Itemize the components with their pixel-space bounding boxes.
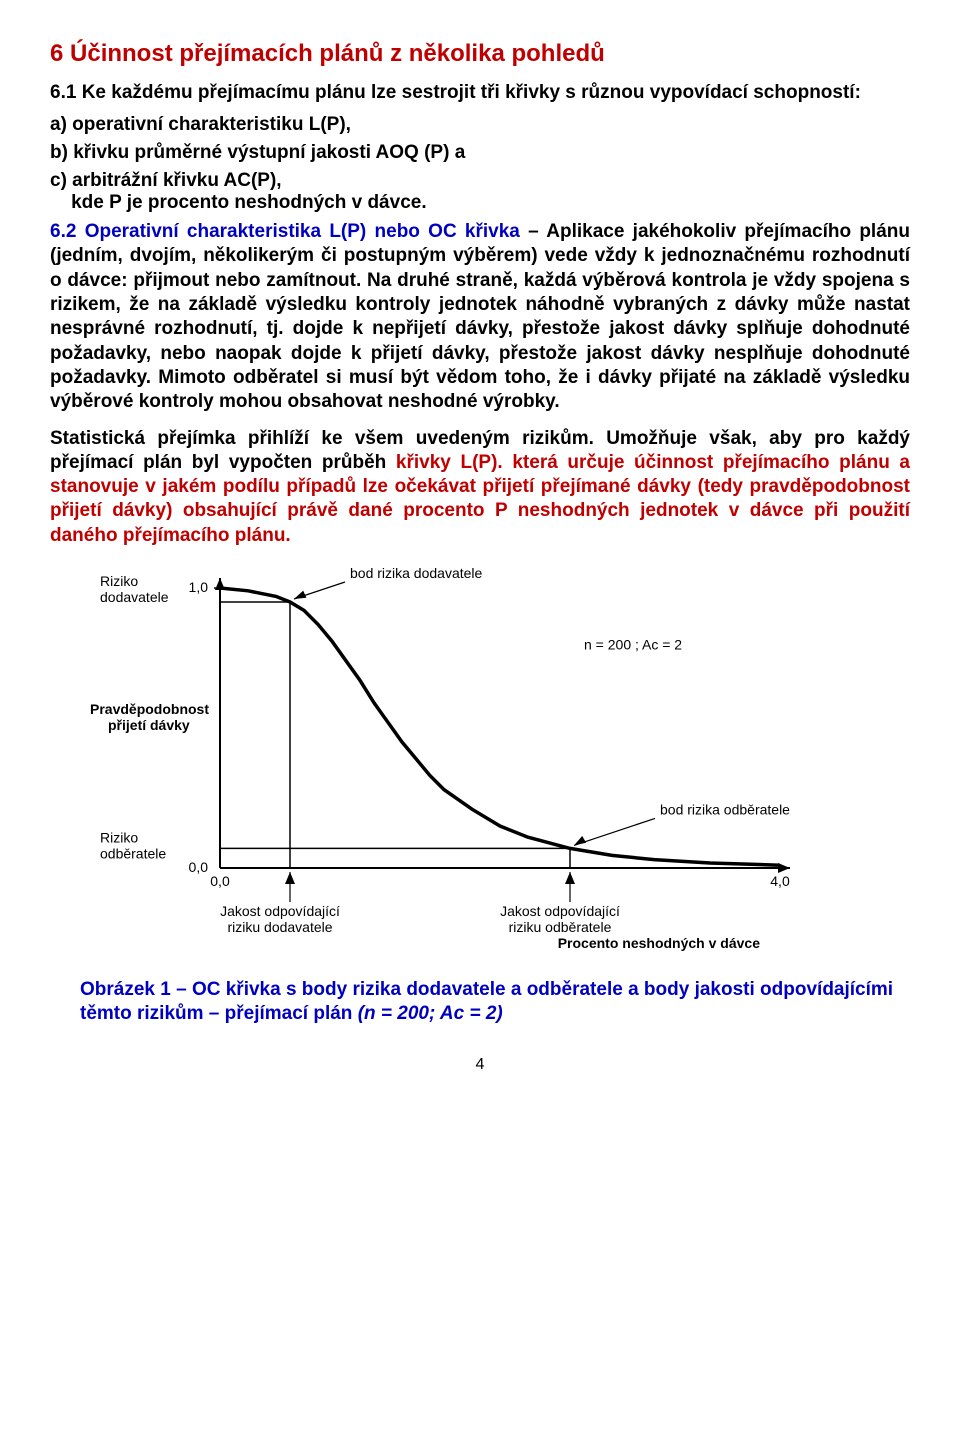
caption-italic: (n = 200; Ac = 2) xyxy=(358,1003,503,1024)
figure-caption: Obrázek 1 – OC křivka s body rizika doda… xyxy=(50,978,910,1026)
svg-text:Jakost odpovídající: Jakost odpovídající xyxy=(220,903,340,919)
svg-text:Riziko: Riziko xyxy=(100,573,138,589)
svg-text:riziku odběratele: riziku odběratele xyxy=(509,919,612,935)
svg-text:Riziko: Riziko xyxy=(100,829,138,845)
svg-text:přijetí dávky: přijetí dávky xyxy=(108,717,190,733)
para62-rest: – Aplikace jakéhokoliv přejímacího plánu… xyxy=(50,221,910,412)
svg-text:0,0: 0,0 xyxy=(189,859,209,875)
list-item-c-line2: kde P je procento neshodných v dávce. xyxy=(50,192,427,213)
svg-text:1,0: 1,0 xyxy=(189,579,209,595)
list-item-c-line1: c) arbitrážní křivku AC(P), xyxy=(50,170,282,191)
list-item-b: b) křivku průměrné výstupní jakosti AOQ … xyxy=(50,142,910,164)
svg-text:Jakost odpovídající: Jakost odpovídající xyxy=(500,903,620,919)
svg-text:Pravděpodobnost: Pravděpodobnost xyxy=(90,701,209,717)
para63-red1: křivky L(P). xyxy=(396,452,503,473)
svg-text:0,0: 0,0 xyxy=(210,873,230,889)
svg-text:riziku dodavatele: riziku dodavatele xyxy=(227,919,332,935)
page-number: 4 xyxy=(50,1056,910,1074)
paragraph-6-2: 6.2 Operativní charakteristika L(P) nebo… xyxy=(50,220,910,415)
paragraph-6-3: Statistická přejímka přihlíží ke všem uv… xyxy=(50,427,910,549)
svg-text:bod rizika dodavatele: bod rizika dodavatele xyxy=(350,568,483,581)
svg-text:bod rizika odběratele: bod rizika odběratele xyxy=(660,801,790,817)
svg-text:4,0: 4,0 xyxy=(770,873,790,889)
section-heading: 6 Účinnost přejímacích plánů z několika … xyxy=(50,40,910,68)
svg-text:n = 200 ; Ac = 2: n = 200 ; Ac = 2 xyxy=(584,637,682,653)
svg-text:dodavatele: dodavatele xyxy=(100,589,169,605)
list-item-c: c) arbitrážní křivku AC(P), kde P je pro… xyxy=(50,170,910,214)
svg-text:odběratele: odběratele xyxy=(100,845,166,861)
svg-text:Procento neshodných v dávce: Procento neshodných v dávce xyxy=(558,935,760,951)
list-item-a: a) operativní charakteristiku L(P), xyxy=(50,114,910,136)
oc-curve-chart: 1,00,00,04,0RizikododavateleRizikoodběra… xyxy=(90,568,910,958)
para62-blue: Operativní charakteristika L(P) nebo OC … xyxy=(85,221,520,242)
intro-text: 6.1 Ke každému přejímacímu plánu lze ses… xyxy=(50,82,910,104)
para62-number: 6.2 xyxy=(50,221,85,242)
